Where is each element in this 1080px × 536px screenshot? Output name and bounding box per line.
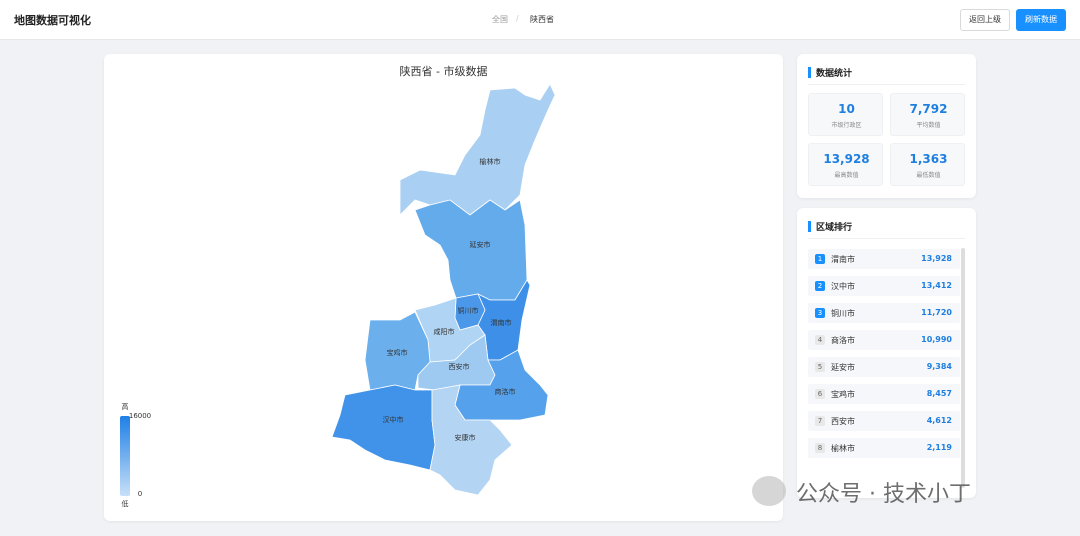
legend-max: 16000 (129, 412, 151, 420)
rank-value: 2,119 (926, 443, 952, 452)
stat-label: 最低数值 (916, 172, 941, 179)
rank-badge: 1 (815, 254, 825, 264)
region-label: 渭南市 (491, 318, 512, 327)
divider (808, 238, 965, 239)
stat-value: 10 (838, 102, 855, 116)
button[interactable]: 返回上级 (960, 9, 1010, 31)
section-title: 区域排行 (816, 223, 853, 233)
ranking-row[interactable]: 8 榆林市 2,119 (808, 438, 960, 458)
header: 地图数据可视化 全国 / 陕西省 返回上级 刷新数据 (0, 0, 1080, 40)
rank-badge: 7 (815, 416, 825, 426)
legend-low: 低 (122, 499, 129, 508)
stat-box: 1,363 最低数值 (890, 143, 965, 186)
map-card: 陕西省 - 市级数据榆林市延安市渭南市 铜川市咸阳市宝鸡市西安市商洛市汉中市安康市… (104, 54, 783, 521)
rank-name: 铜川市 (831, 309, 855, 318)
rank-value: 8,457 (926, 389, 952, 398)
map-region[interactable] (454, 349, 549, 421)
stat-label: 最高数值 (834, 172, 859, 179)
stat-value: 7,792 (909, 102, 948, 116)
ranking-row[interactable]: 3 铜川市 11,720 (808, 303, 960, 323)
rank-name: 榆林市 (831, 444, 855, 453)
rank-value: 13,412 (921, 281, 952, 290)
rank-name: 延安市 (831, 363, 855, 372)
ranking-row[interactable]: 2 汉中市 13,412 (808, 276, 960, 296)
stat-value: 1,363 (909, 152, 948, 166)
button[interactable]: 刷新数据 (1016, 9, 1066, 31)
stats-card: 数据统计 10 市级行政区 7,792 平均数值 13,928 最高数值 1,363 最低数值 (797, 54, 976, 198)
ranking-row[interactable]: 7 西安市 4,612 (808, 411, 960, 431)
watermark-icon (752, 476, 786, 506)
breadcrumb-separator: / (516, 14, 519, 23)
rank-name: 宝鸡市 (831, 390, 855, 399)
map-region[interactable] (414, 199, 528, 301)
rank-name: 渭南市 (831, 255, 855, 264)
rank-badge: 5 (815, 362, 825, 372)
region-label: 西安市 (449, 362, 470, 371)
region-label: 汉中市 (383, 415, 404, 424)
ranking-card: 区域排行 1 渭南市 13,928 2 汉中市 13,412 3 铜川市 11,720 4 商洛市 10… (797, 208, 976, 498)
stat-box: 13,928 最高数值 (808, 143, 883, 186)
stat-box: 10 市级行政区 (808, 93, 883, 136)
rank-name: 汉中市 (831, 282, 855, 291)
rank-badge: 3 (815, 308, 825, 318)
region-label: 榆林市 (480, 157, 501, 166)
legend-min: 0 (138, 490, 142, 498)
app-title: 地图数据可视化 (14, 14, 91, 27)
region-label: 宝鸡市 (387, 348, 408, 357)
title-marker (808, 67, 811, 78)
map-title: 陕西省 - 市级数据 (399, 65, 488, 78)
rank-value: 13,928 (921, 254, 952, 263)
rank-value: 4,612 (926, 416, 952, 425)
region-label: 延安市 (470, 240, 491, 249)
map-region[interactable] (331, 384, 436, 471)
scrollbar (961, 248, 965, 488)
region-label: 商洛市 (495, 387, 516, 396)
breadcrumb-item[interactable]: 全国 (492, 15, 508, 24)
rank-name: 西安市 (831, 417, 855, 426)
region-label: 安康市 (455, 433, 476, 442)
stat-label: 平均数值 (916, 122, 941, 129)
watermark: 公众号 · 技术小丁 (796, 482, 971, 507)
rank-value: 9,384 (926, 362, 952, 371)
ranking-row[interactable]: 1 渭南市 13,928 (808, 249, 960, 269)
rank-badge: 8 (815, 443, 825, 453)
legend-bar (120, 416, 130, 496)
map-region[interactable] (399, 83, 556, 216)
title-marker (808, 221, 811, 232)
region-label: 咸阳市 (434, 327, 455, 336)
rank-badge: 6 (815, 389, 825, 399)
divider (808, 84, 965, 85)
ranking-row[interactable]: 4 商洛市 10,990 (808, 330, 960, 350)
rank-value: 10,990 (921, 335, 952, 344)
rank-value: 11,720 (921, 308, 952, 317)
rank-name: 商洛市 (831, 336, 855, 345)
stat-value: 13,928 (823, 152, 870, 166)
stat-label: 市级行政区 (831, 122, 862, 129)
stat-box: 7,792 平均数值 (890, 93, 965, 136)
region-label: 铜川市 (458, 306, 479, 315)
ranking-row[interactable]: 6 宝鸡市 8,457 (808, 384, 960, 404)
map-region[interactable] (429, 384, 513, 496)
ranking-row[interactable]: 5 延安市 9,384 (808, 357, 960, 377)
rank-badge: 4 (815, 335, 825, 345)
section-title: 数据统计 (816, 69, 853, 79)
legend-high: 高 (122, 402, 129, 411)
rank-badge: 2 (815, 281, 825, 291)
breadcrumb-item: 陕西省 (530, 15, 554, 24)
